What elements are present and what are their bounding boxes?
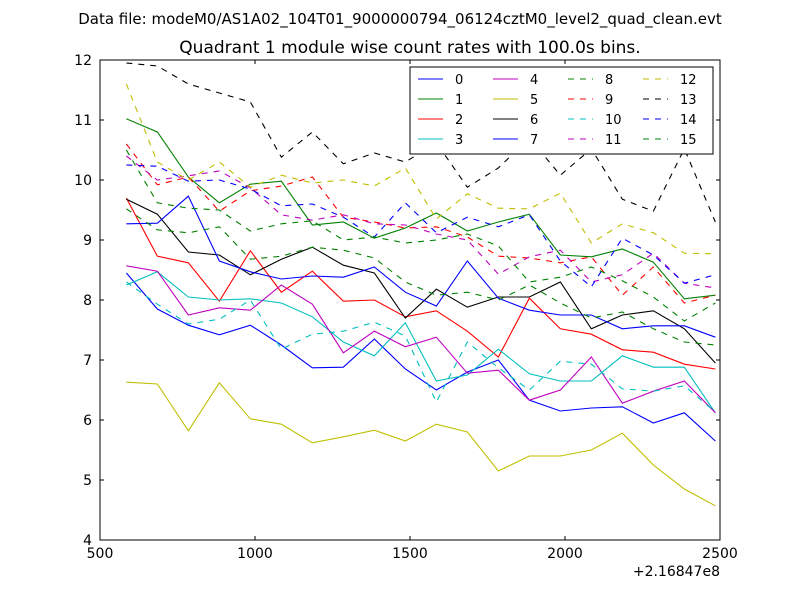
series-line-3 (126, 271, 716, 414)
legend-label-0: 0 (455, 73, 463, 88)
x-offset-label: +2.16847e8 (633, 564, 720, 580)
series-line-0 (125, 272, 716, 442)
legend-label-3: 3 (455, 133, 463, 148)
y-tick-label: 5 (83, 473, 92, 489)
y-tick-label: 9 (83, 233, 92, 249)
legend-label-4: 4 (530, 73, 538, 88)
legend-label-10: 10 (605, 113, 622, 128)
series-line-14 (126, 164, 716, 288)
series-line-2 (125, 197, 716, 370)
series-line-1 (126, 118, 716, 300)
series-line-11 (126, 155, 716, 289)
series-line-4 (126, 265, 716, 414)
series-line-10 (126, 281, 716, 413)
legend-label-12: 12 (680, 73, 697, 88)
legend-label-13: 13 (680, 93, 697, 108)
y-tick-label: 8 (83, 293, 92, 309)
legend-label-14: 14 (680, 113, 697, 128)
series-line-8 (126, 208, 716, 346)
x-tick-label: 500 (87, 546, 114, 562)
y-tick-label: 12 (74, 53, 92, 69)
y-tick-label: 7 (83, 353, 92, 369)
x-tick-label: 2500 (702, 546, 738, 562)
legend-box (409, 66, 714, 155)
legend-label-15: 15 (680, 133, 697, 148)
series-line-6 (126, 198, 716, 364)
legend-label-8: 8 (605, 73, 613, 88)
legend-label-11: 11 (605, 133, 622, 148)
y-tick-label: 6 (83, 413, 92, 429)
series-line-7 (126, 195, 716, 338)
y-tick-label: 4 (83, 533, 92, 549)
legend-label-7: 7 (530, 133, 538, 148)
plot-frame (99, 59, 721, 541)
chart-suptitle: Data file: modeM0/AS1A02_104T01_90000007… (78, 10, 722, 29)
series-line-12 (125, 83, 716, 255)
chart-title: Quadrant 1 module wise count rates with … (179, 38, 640, 58)
series-line-15 (125, 149, 716, 322)
legend-label-2: 2 (455, 113, 463, 128)
legend-label-6: 6 (530, 113, 538, 128)
legend-label-1: 1 (455, 93, 463, 108)
x-tick-label: 1000 (237, 546, 273, 562)
series-line-5 (126, 381, 716, 507)
legend-label-9: 9 (605, 93, 613, 108)
y-tick-label: 10 (74, 173, 92, 189)
legend-label-5: 5 (530, 93, 538, 108)
x-tick-label: 1500 (392, 546, 428, 562)
series-layer (125, 62, 716, 507)
x-tick-label: 2000 (547, 546, 583, 562)
y-tick-label: 11 (74, 113, 92, 129)
series-line-9 (125, 143, 716, 304)
